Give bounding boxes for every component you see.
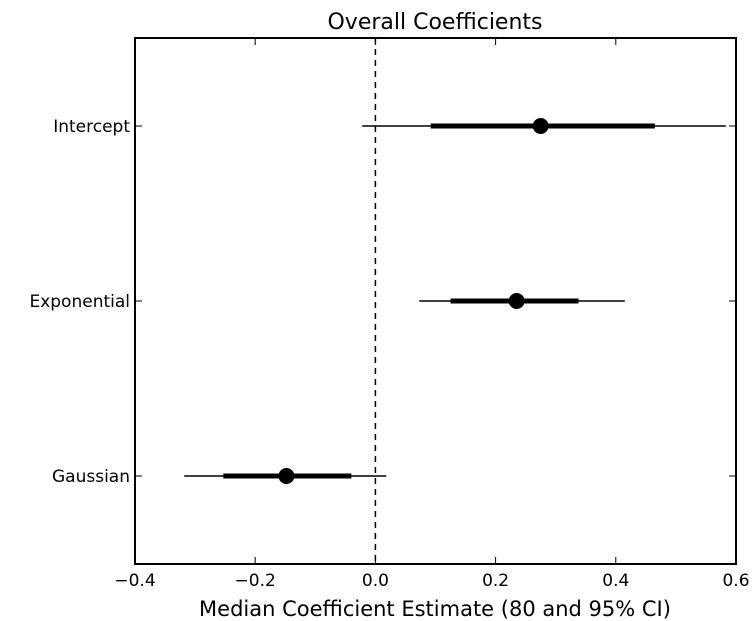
y-category-label: Gaussian xyxy=(52,467,130,487)
x-tick-label: −0.2 xyxy=(235,571,276,591)
x-axis-label: Median Coefficient Estimate (80 and 95% … xyxy=(199,597,671,621)
x-tick-label: 0.0 xyxy=(362,571,389,591)
median-point xyxy=(278,468,295,484)
median-point xyxy=(532,118,549,134)
x-tick-label: 0.2 xyxy=(482,571,509,591)
x-tick-label: 0.6 xyxy=(722,571,749,591)
y-category-label: Intercept xyxy=(53,117,130,137)
x-tick-label: 0.4 xyxy=(602,571,629,591)
chart-title: Overall Coefficients xyxy=(327,10,542,35)
x-tick-label: −0.4 xyxy=(114,571,155,591)
y-category-label: Exponential xyxy=(29,292,130,312)
median-point xyxy=(508,293,525,309)
plot-area: −0.4 −0.2 0.0 0.2 0.4 0.6 Intercept Exponential… xyxy=(29,37,750,591)
